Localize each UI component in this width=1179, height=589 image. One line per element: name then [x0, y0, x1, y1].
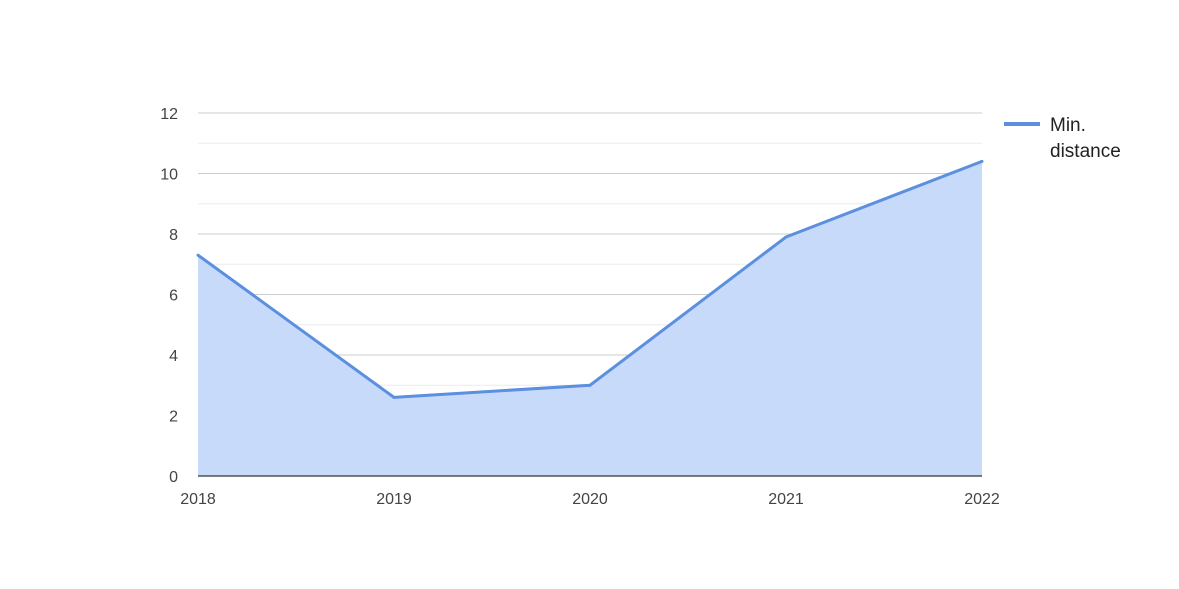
y-tick-label: 6	[169, 288, 178, 305]
y-tick-label: 10	[160, 167, 178, 184]
x-tick-label: 2019	[376, 491, 412, 508]
x-tick-label: 2018	[180, 491, 216, 508]
x-tick-label: 2022	[964, 491, 1000, 508]
legend: Min. distance	[1004, 115, 1121, 162]
data-points	[196, 159, 984, 399]
legend-label-line: Min.	[1050, 115, 1086, 136]
x-tick-label: 2021	[768, 491, 804, 508]
legend-label-line: distance	[1050, 141, 1121, 162]
y-tick-label: 0	[169, 469, 178, 486]
data-point-2018	[196, 253, 200, 257]
data-point-2022	[980, 159, 984, 163]
y-tick-label: 12	[160, 106, 178, 123]
data-point-2020	[588, 383, 592, 387]
y-axis-tick-labels: 0 2 4 6 8 10 12	[160, 106, 178, 486]
y-tick-label: 8	[169, 227, 178, 244]
legend-label: Min. distance	[1050, 115, 1121, 162]
data-point-2021	[784, 235, 788, 239]
y-tick-label: 2	[169, 409, 178, 426]
y-tick-label: 4	[169, 348, 178, 365]
x-tick-label: 2020	[572, 491, 608, 508]
x-axis-tick-labels: 2018 2019 2020 2021 2022	[180, 491, 1000, 508]
data-point-2019	[392, 395, 396, 399]
series-area-fill	[198, 161, 982, 476]
